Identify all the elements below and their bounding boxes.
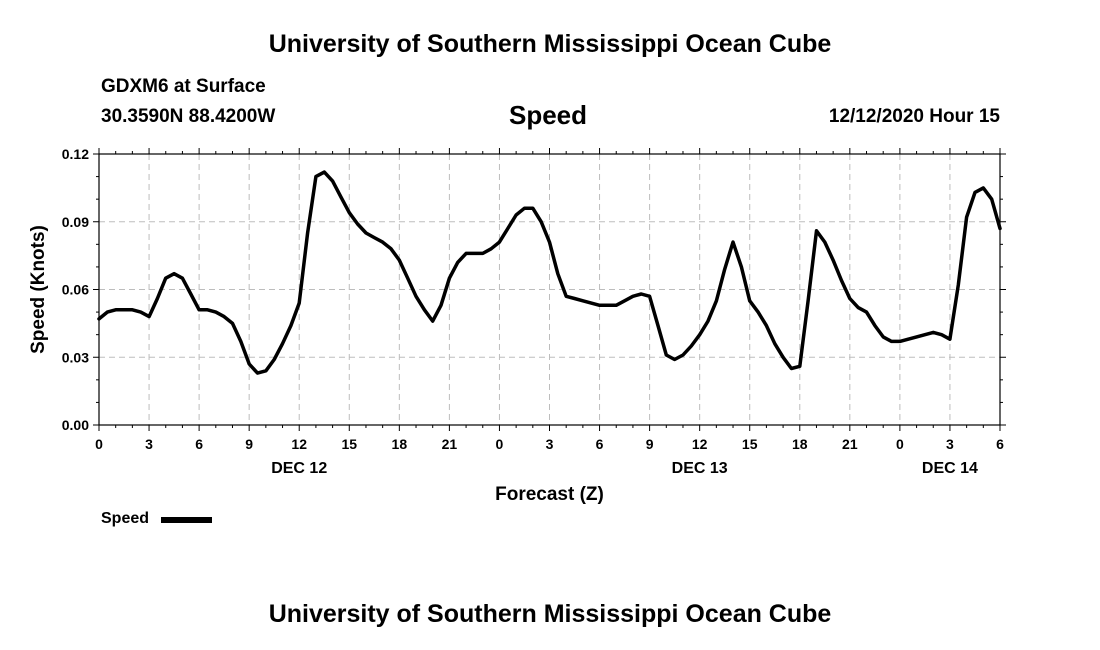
- coordinates-label: 30.3590N 88.4200W: [101, 106, 276, 127]
- bottom-title: University of Southern Mississippi Ocean…: [268, 600, 832, 628]
- x-tick-label: 9: [245, 436, 253, 452]
- x-tick-label: 9: [646, 436, 654, 452]
- station-label: GDXM6 at Surface: [101, 76, 266, 97]
- x-tick-labels: 0 3 6 9 12 15 18 21 0 3 6 9 12 15 18 21 0 3 6: [95, 436, 1004, 452]
- timestamp-label: 12/12/2020 Hour 15: [828, 106, 1000, 127]
- x-tick-label: 6: [195, 436, 203, 452]
- day-labels: DEC 12 DEC 13 DEC 14: [271, 460, 978, 477]
- x-tick-label: 15: [742, 436, 758, 452]
- x-tick-label: 0: [95, 436, 103, 452]
- y-tick-label: 0.12: [62, 146, 89, 162]
- x-tick-label: 0: [896, 436, 904, 452]
- x-tick-label: 6: [996, 436, 1004, 452]
- y-tick-label: 0.06: [62, 282, 89, 298]
- grid: [99, 154, 1000, 425]
- x-tick-label: 12: [291, 436, 307, 452]
- y-tick-label: 0.03: [62, 349, 89, 365]
- y-tick-label: 0.09: [62, 214, 89, 230]
- series-layer: [97, 170, 1002, 375]
- x-tick-label: 18: [392, 436, 408, 452]
- x-axis-title: Forecast (Z): [495, 484, 604, 505]
- day-label: DEC 14: [922, 460, 978, 477]
- day-label: DEC 13: [672, 460, 728, 477]
- top-title: University of Southern Mississippi Ocean…: [268, 30, 832, 58]
- chart-title: Speed: [509, 100, 588, 130]
- x-tick-label: 21: [442, 436, 458, 452]
- x-tick-label: 3: [946, 436, 954, 452]
- legend-label: Speed: [101, 510, 150, 527]
- legend-swatch: [161, 517, 212, 523]
- x-tick-label: 3: [145, 436, 153, 452]
- y-tick-labels: 0.00 0.03 0.06 0.09 0.12: [62, 146, 89, 433]
- y-axis-title: Speed (Knots): [28, 225, 49, 354]
- plot-area: [98, 153, 1001, 426]
- x-tick-label: 18: [792, 436, 808, 452]
- speed-series-line: [97, 170, 1002, 375]
- y-tick-label: 0.00: [62, 417, 89, 433]
- x-tick-label: 3: [546, 436, 554, 452]
- x-tick-label: 12: [692, 436, 708, 452]
- x-tick-label: 0: [496, 436, 504, 452]
- x-tick-label: 6: [596, 436, 604, 452]
- x-tick-label: 21: [842, 436, 858, 452]
- day-label: DEC 12: [271, 460, 327, 477]
- x-tick-label: 15: [341, 436, 357, 452]
